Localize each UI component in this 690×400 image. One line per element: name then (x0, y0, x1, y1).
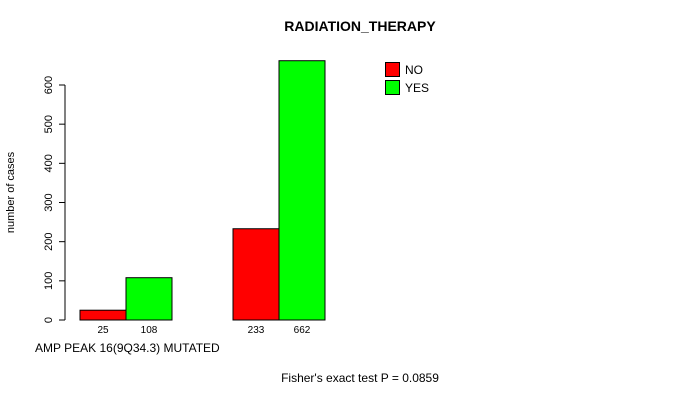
x-axis-caption: AMP PEAK 16(9Q34.3) MUTATED (35, 341, 220, 355)
legend-item-yes: YES (385, 80, 429, 95)
fisher-test-annotation: Fisher's exact test P = 0.0859 (281, 371, 439, 385)
bar-no-group2 (232, 228, 280, 321)
y-axis-tick-label: 300 (43, 193, 55, 211)
legend-swatch-no (385, 62, 400, 77)
chart-legend: NO YES (385, 62, 429, 95)
legend-label-no: NO (405, 62, 423, 77)
chart-title: RADIATION_THERAPY (284, 18, 436, 34)
y-axis-tick-label: 600 (43, 76, 55, 94)
y-axis-tick-label: 0 (43, 317, 55, 323)
bar-yes-group2 (278, 60, 326, 321)
legend-swatch-yes (385, 80, 400, 95)
legend-label-yes: YES (405, 80, 430, 95)
y-axis-tick-label: 400 (43, 154, 55, 172)
y-axis-tick-label: 100 (43, 272, 55, 290)
y-axis-label: number of cases (5, 151, 17, 233)
y-axis-tick-label: 200 (43, 232, 55, 250)
bar-value-label: 108 (141, 325, 158, 336)
bar-value-label: 233 (248, 325, 265, 336)
bar-value-label: 25 (97, 325, 109, 336)
legend-item-no: NO (385, 62, 429, 77)
bar-value-label: 662 (294, 325, 311, 336)
bar-yes-group1 (125, 277, 173, 321)
y-axis-tick-label: 500 (43, 115, 55, 133)
bar-no-group1 (79, 309, 127, 321)
